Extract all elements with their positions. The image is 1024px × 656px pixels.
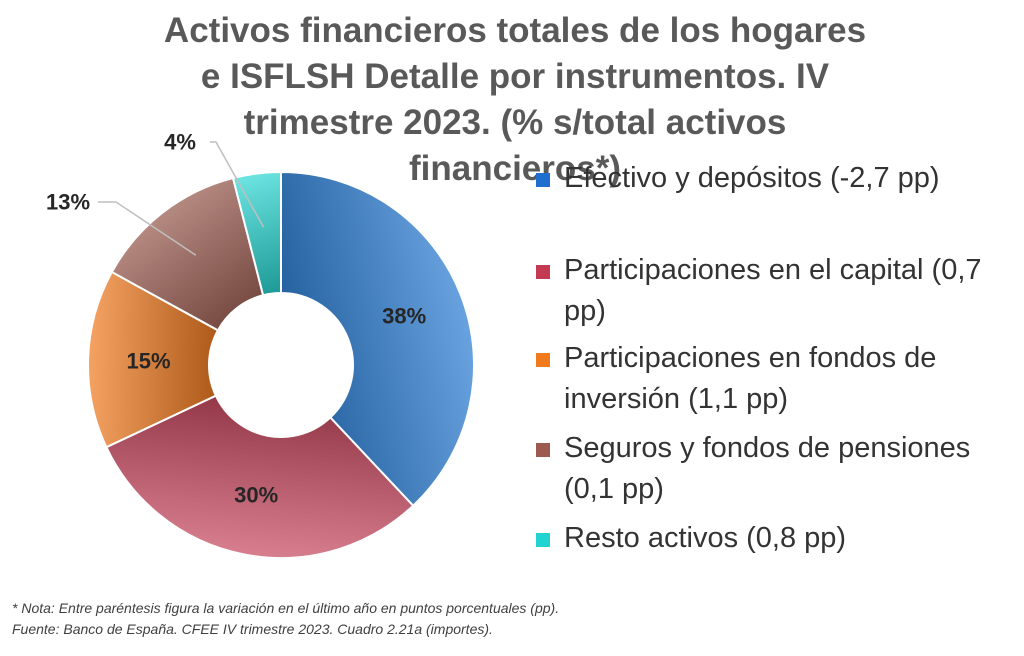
legend-swatch (536, 443, 550, 457)
legend-swatch (536, 353, 550, 367)
legend-label: Resto activos (0,8 pp) (564, 522, 847, 554)
legend-label: Seguros y fondos de pensiones (0,1 pp) (564, 432, 971, 505)
leader-line-seguros-pensiones (98, 201, 197, 256)
data-label-efectivo: 38% (382, 304, 426, 329)
legend-label: Participaciones en fondos de inversión (… (564, 342, 937, 415)
slice-efectivo (280, 170, 475, 508)
legend-swatch (536, 173, 550, 187)
slice-resto-activos (231, 170, 282, 297)
slice-capital (105, 394, 415, 559)
legend-label: Efectivo y depósitos (-2,7 pp) (564, 162, 940, 194)
data-label-seguros-pensiones: 13% (46, 190, 90, 215)
leader-line-resto-activos (210, 141, 265, 228)
slice-seguros-pensiones (110, 176, 265, 332)
footnote-note: * Nota: Entre paréntesis figura la varia… (12, 600, 560, 616)
data-label-capital: 30% (234, 483, 278, 508)
legend-label: Participaciones en el capital (0,7 pp) (564, 254, 982, 327)
data-label-resto-activos: 4% (164, 130, 196, 155)
legend-swatch (536, 533, 550, 547)
footnotes: * Nota: Entre paréntesis figura la varia… (12, 598, 559, 640)
slice-fondos-inversion (87, 270, 220, 449)
chart-title: Activos financieros totales de los hogar… (163, 11, 867, 188)
data-label-fondos-inversion: 15% (127, 348, 171, 373)
footnote-source: Fuente: Banco de España. CFEE IV trimest… (12, 621, 493, 637)
legend-swatch (536, 265, 550, 279)
